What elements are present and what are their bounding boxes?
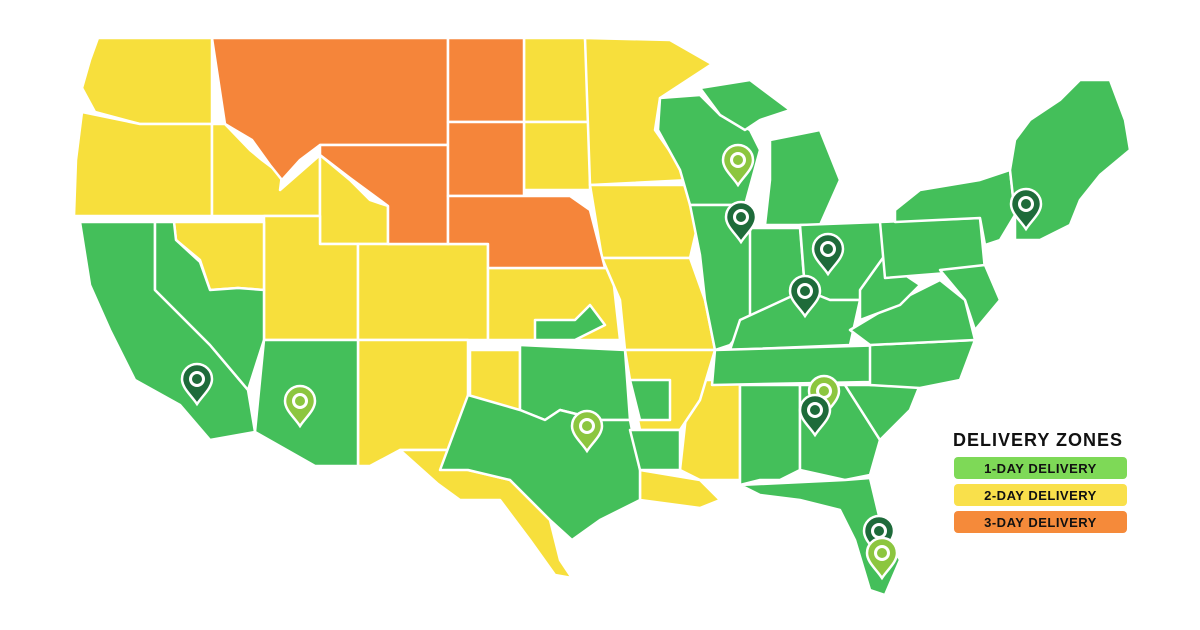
state-oregon[interactable] — [72, 110, 214, 218]
location-pin-icon[interactable] — [811, 232, 845, 277]
location-pin-icon[interactable] — [180, 362, 214, 407]
location-pin-icon[interactable] — [1009, 187, 1043, 232]
state-louisiana-north[interactable] — [628, 428, 682, 472]
state-kansas-green[interactable] — [533, 303, 607, 342]
state-washington[interactable] — [80, 36, 214, 126]
state-south-dakota[interactable] — [522, 120, 592, 192]
state-new-york[interactable] — [893, 168, 1017, 247]
state-iowa[interactable] — [588, 183, 702, 260]
state-nebraska[interactable] — [446, 194, 607, 270]
state-north-dakota-west[interactable] — [446, 36, 526, 124]
legend-item-2-day: 2-DAY DELIVERY — [954, 484, 1127, 506]
state-colorado[interactable] — [356, 242, 490, 342]
state-north-carolina[interactable] — [868, 338, 977, 390]
location-pin-icon[interactable] — [283, 384, 317, 429]
location-pin-icon[interactable] — [721, 143, 755, 188]
location-pin-icon[interactable] — [865, 536, 899, 581]
state-arkansas-green[interactable] — [628, 378, 672, 422]
location-pin-icon[interactable] — [798, 393, 832, 438]
location-pin-icon[interactable] — [724, 200, 758, 245]
state-south-dakota-west[interactable] — [446, 120, 526, 198]
legend-item-3-day: 3-DAY DELIVERY — [954, 511, 1127, 533]
delivery-zones-legend: DELIVERY ZONES 1-DAY DELIVERY 2-DAY DELI… — [946, 430, 1130, 538]
legend-title: DELIVERY ZONES — [952, 430, 1124, 450]
location-pin-icon[interactable] — [570, 409, 604, 454]
location-pin-icon[interactable] — [788, 274, 822, 319]
state-tennessee[interactable] — [710, 343, 892, 387]
state-nevada[interactable] — [153, 220, 266, 392]
state-new-jersey-md[interactable] — [938, 263, 1002, 332]
state-oklahoma[interactable] — [518, 343, 632, 422]
state-north-dakota[interactable] — [522, 36, 592, 124]
legend-item-1-day: 1-DAY DELIVERY — [954, 457, 1127, 479]
state-alabama[interactable] — [738, 383, 802, 487]
state-florida[interactable] — [738, 476, 902, 597]
